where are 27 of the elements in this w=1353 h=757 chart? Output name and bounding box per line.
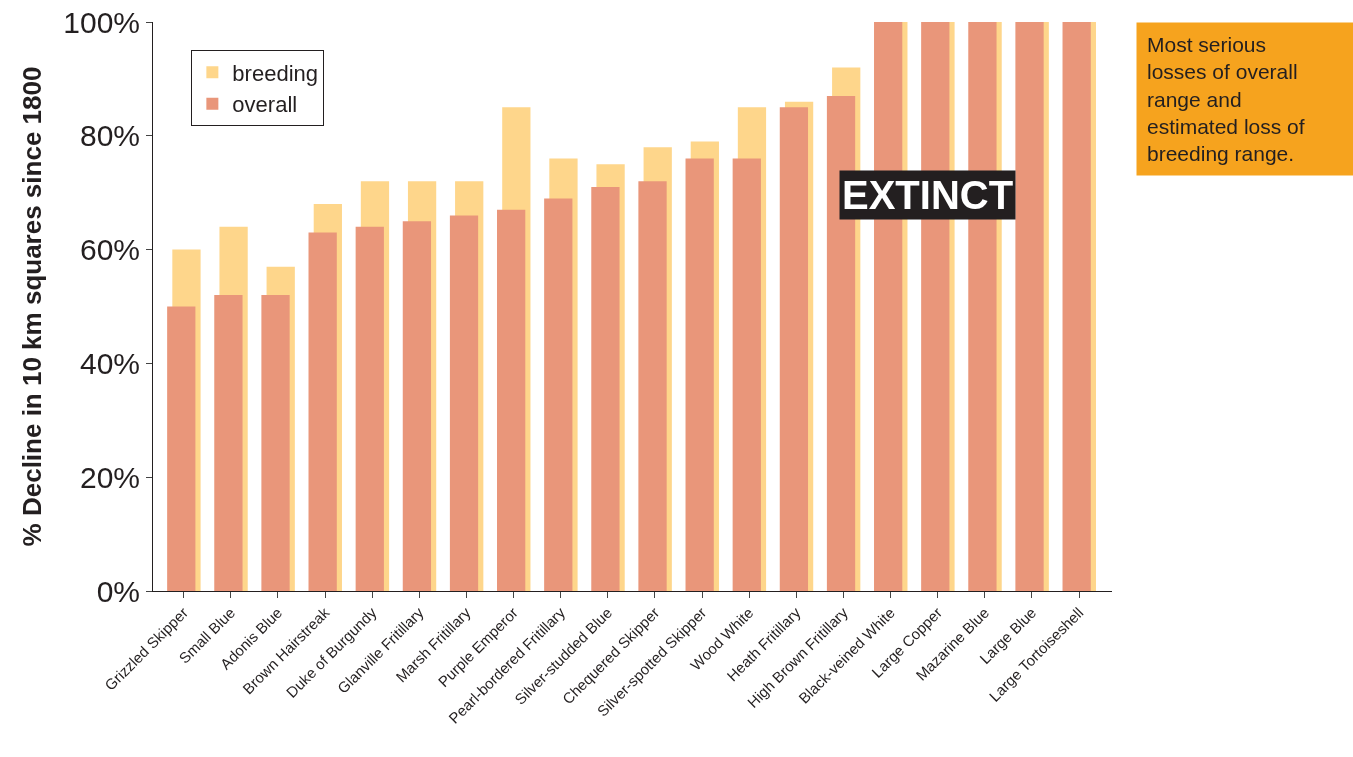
y-tick-label: 20% [79,460,140,494]
bar [261,295,290,591]
bar [1015,22,1044,591]
bar [214,295,243,591]
bar [355,226,384,591]
bar [732,158,761,591]
y-tick-label: 100% [63,5,140,39]
bar [779,107,809,591]
bar [497,209,526,591]
legend-label: breeding [232,60,318,86]
y-axis-title: % Decline in 10 km squares since 1800 [16,66,47,547]
y-tick-label: 80% [79,119,140,153]
bar [638,181,667,591]
y-tick-label: 0% [96,574,140,608]
bar [167,306,196,591]
bar [591,187,620,591]
y-tick-label: 60% [79,233,140,267]
text: Most serious losses of overall range and estimated loss of breeding range. [1147,33,1305,166]
legend-label: overall [232,92,298,118]
annotation: EXTINCT [842,173,1014,217]
bar [449,215,479,591]
bar [1062,22,1091,591]
y-tick-label: 40% [79,346,140,380]
bar [402,221,432,591]
bar [544,198,573,591]
bar [308,232,337,591]
bar [685,158,714,591]
